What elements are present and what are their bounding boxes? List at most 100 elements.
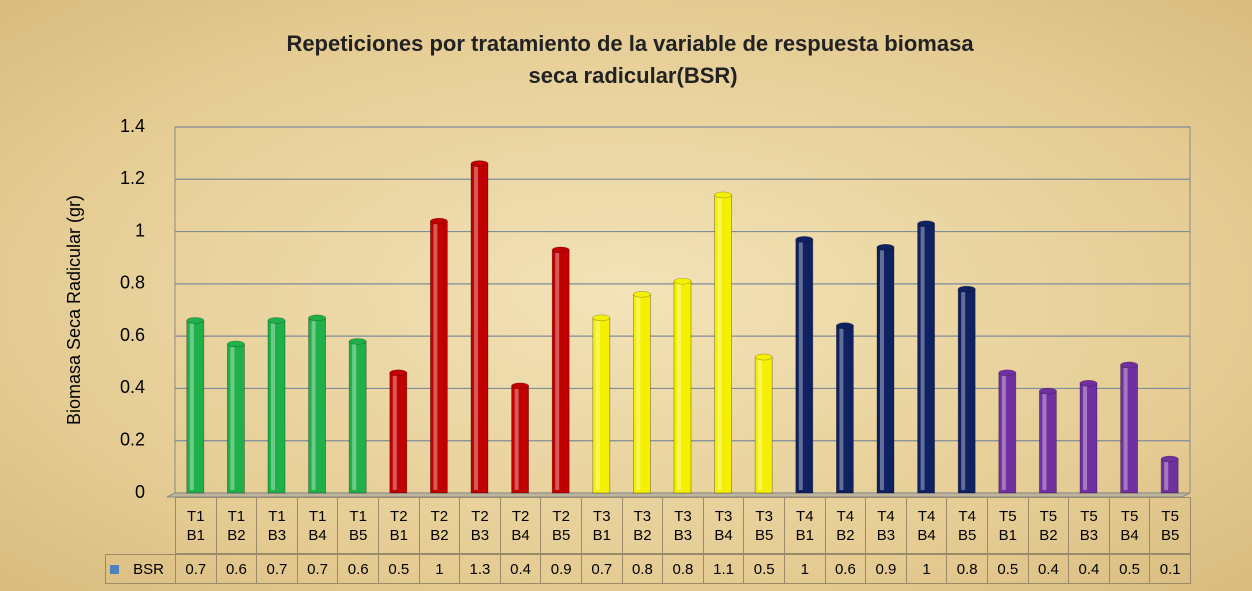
data-table-value: 0.4 <box>1027 554 1070 584</box>
bar <box>836 325 854 494</box>
bar-shine <box>311 320 316 490</box>
bar <box>348 340 367 494</box>
y-tick-label: 0.8 <box>120 273 145 293</box>
bar-cap <box>1079 379 1098 387</box>
data-table-value: 1.1 <box>702 554 745 584</box>
legend-entry: BSR <box>133 560 164 578</box>
bar-cap <box>227 340 245 348</box>
bar-cap <box>389 369 408 377</box>
data-table-value: 0.7 <box>296 554 339 584</box>
bar <box>917 223 935 494</box>
data-table-value: 0.5 <box>378 554 420 584</box>
bar <box>795 239 814 494</box>
bar-cap <box>876 243 895 251</box>
bar <box>754 356 773 494</box>
data-table-value: 0.6 <box>215 554 258 584</box>
data-table-value: 0.1 <box>1149 554 1191 584</box>
x-tick-label: T5 B2 <box>1027 497 1070 554</box>
bar <box>1160 458 1179 494</box>
bar-cap <box>836 322 854 329</box>
data-table-value: 0.9 <box>865 554 907 584</box>
bar-shine <box>189 323 194 490</box>
x-tick-label: T5 B3 <box>1068 497 1110 554</box>
bar <box>470 163 489 494</box>
bar-shine <box>433 224 438 490</box>
bar-shine <box>920 226 925 490</box>
x-tick-label: T1 B5 <box>337 497 379 554</box>
data-table-value: 0.4 <box>1068 554 1110 584</box>
data-table-value: 0.5 <box>1108 554 1151 584</box>
x-tick-label: T4 B1 <box>784 497 826 554</box>
x-tick-label: T3 B5 <box>743 497 785 554</box>
bar-shine <box>474 166 478 490</box>
y-tick-label: 0.4 <box>120 377 145 397</box>
bar-cap <box>430 217 448 225</box>
bar <box>633 293 651 494</box>
bar <box>1039 390 1057 494</box>
bar-shine <box>677 284 681 490</box>
data-table-value: 0.7 <box>581 554 623 584</box>
bar-cap <box>1120 361 1138 369</box>
y-axis-label: Biomasa Seca Radicular (gr) <box>64 195 84 425</box>
bar-shine <box>1001 375 1006 490</box>
bar-shine <box>1123 367 1128 490</box>
y-tick-label: 0.2 <box>120 429 145 449</box>
bar-cap <box>186 317 205 324</box>
bar-shine <box>758 360 763 490</box>
bar-shine <box>271 323 275 490</box>
bar-shine <box>798 242 803 490</box>
bar-shine <box>514 388 519 490</box>
x-tick-label: T1 B3 <box>256 497 298 554</box>
data-table-value: 1 <box>418 554 461 584</box>
y-tick-label: 1 <box>135 220 145 240</box>
bar <box>429 220 448 494</box>
bar-shine <box>1042 394 1047 490</box>
bar-cap <box>998 369 1017 377</box>
data-table-value: 0.6 <box>337 554 379 584</box>
x-tick-label: T5 B1 <box>987 497 1029 554</box>
x-tick-label: T3 B4 <box>702 497 745 554</box>
bar-shine <box>961 292 966 490</box>
bar-shine <box>1164 462 1169 490</box>
y-tick-label: 0 <box>135 482 145 502</box>
bar <box>551 249 570 494</box>
x-tick-label: T4 B4 <box>905 497 948 554</box>
y-tick-label: 1.4 <box>120 116 145 136</box>
bar-cap <box>714 191 732 199</box>
x-tick-label: T2 B5 <box>540 497 582 554</box>
x-tick-label: T5 B5 <box>1149 497 1191 554</box>
x-tick-label: T3 B1 <box>581 497 623 554</box>
x-tick-label: T1 B2 <box>215 497 258 554</box>
y-tick-label: 0.6 <box>120 325 145 345</box>
bar-shine <box>352 344 357 490</box>
data-table-value: 0.7 <box>175 554 217 584</box>
bar-shine <box>880 250 884 490</box>
chart-title: Repeticiones por tratamiento de la varia… <box>286 31 974 88</box>
x-tick-label: T1 B4 <box>296 497 339 554</box>
bar <box>226 343 245 494</box>
bar <box>876 246 895 494</box>
bar-cap <box>511 382 529 390</box>
bar <box>186 320 205 494</box>
x-tick-label: T4 B3 <box>865 497 907 554</box>
data-table-value: 1 <box>784 554 826 584</box>
data-table-value: 0.4 <box>499 554 542 584</box>
x-tick-label: T2 B1 <box>378 497 420 554</box>
bar-shine <box>555 252 560 490</box>
legend-swatch <box>110 565 119 574</box>
data-table-value: 0.6 <box>824 554 867 584</box>
bar <box>592 317 611 494</box>
x-tick-label: T3 B2 <box>621 497 664 554</box>
bar-cap <box>1160 455 1179 463</box>
x-tick-label: T1 B1 <box>175 497 217 554</box>
bar <box>1079 382 1098 494</box>
bar <box>957 288 976 494</box>
y-tick-label: 1.2 <box>120 168 145 188</box>
bar-cap <box>348 338 367 345</box>
bar <box>673 280 692 494</box>
bar-shine <box>636 297 641 490</box>
x-tick-label: T2 B2 <box>418 497 461 554</box>
data-table-value: 0.8 <box>662 554 704 584</box>
bar-cap <box>308 314 326 322</box>
